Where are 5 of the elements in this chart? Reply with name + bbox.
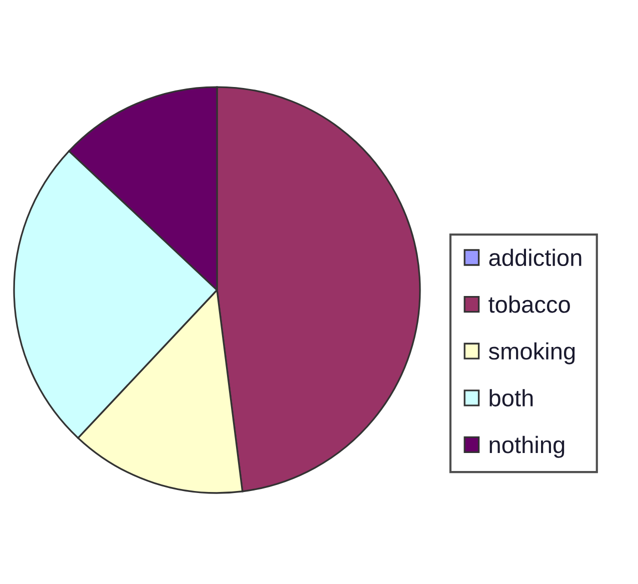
legend-label: addiction: [489, 248, 582, 266]
legend-label: both: [490, 389, 533, 406]
legend-label: nothing: [490, 436, 564, 458]
legend-label: smoking: [488, 342, 575, 364]
legend-label: tobacco: [488, 296, 570, 313]
